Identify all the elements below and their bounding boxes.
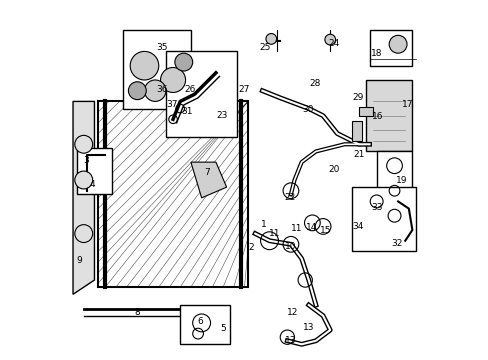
Text: 23: 23 [216,111,227,120]
Text: 6: 6 [197,316,203,325]
Text: 10: 10 [284,242,295,251]
FancyBboxPatch shape [123,30,190,109]
Text: 7: 7 [203,168,209,177]
Text: 20: 20 [328,165,340,174]
Circle shape [144,80,165,102]
Circle shape [130,51,159,80]
Text: 22: 22 [284,193,295,202]
Text: 36: 36 [156,85,167,94]
Text: 13: 13 [285,336,296,345]
Circle shape [175,53,192,71]
Text: 11: 11 [268,229,280,238]
Text: 21: 21 [352,150,364,159]
Text: 30: 30 [302,105,313,114]
Text: 19: 19 [395,176,407,185]
Polygon shape [365,80,411,152]
Circle shape [128,82,146,100]
Bar [358,107,372,116]
Text: 27: 27 [238,85,249,94]
Text: 28: 28 [309,79,320,88]
Text: 26: 26 [184,85,196,94]
Text: 25: 25 [259,42,270,51]
Text: 16: 16 [371,112,383,121]
Text: 8: 8 [134,308,140,317]
Text: 33: 33 [370,203,382,212]
Polygon shape [73,102,94,294]
Circle shape [324,34,335,45]
Text: 32: 32 [391,239,402,248]
Text: 1: 1 [261,220,266,229]
Bar [351,121,362,141]
Circle shape [75,171,93,189]
FancyBboxPatch shape [165,51,237,137]
FancyBboxPatch shape [376,152,411,208]
Text: 34: 34 [352,222,363,231]
Circle shape [75,225,93,243]
Text: 18: 18 [370,49,382,58]
FancyBboxPatch shape [369,30,411,66]
Text: 15: 15 [320,226,331,235]
Text: 31: 31 [181,107,192,116]
Circle shape [160,67,185,93]
Text: 35: 35 [156,42,168,51]
FancyBboxPatch shape [77,148,112,194]
Text: 4: 4 [90,180,95,189]
Text: 2: 2 [248,243,254,252]
Text: 37: 37 [166,100,178,109]
Polygon shape [190,162,226,198]
FancyBboxPatch shape [351,187,415,251]
Circle shape [75,135,93,153]
Text: 17: 17 [402,100,413,109]
Text: 3: 3 [83,156,89,165]
Text: 9: 9 [77,256,82,265]
Text: 29: 29 [352,93,363,102]
FancyBboxPatch shape [180,305,230,344]
Text: 11: 11 [290,224,302,233]
Text: 12: 12 [286,308,298,317]
Circle shape [265,33,276,44]
Text: 14: 14 [305,222,317,231]
Text: 5: 5 [220,324,225,333]
Text: 13: 13 [303,323,314,332]
Text: 24: 24 [327,39,339,48]
Circle shape [388,35,406,53]
